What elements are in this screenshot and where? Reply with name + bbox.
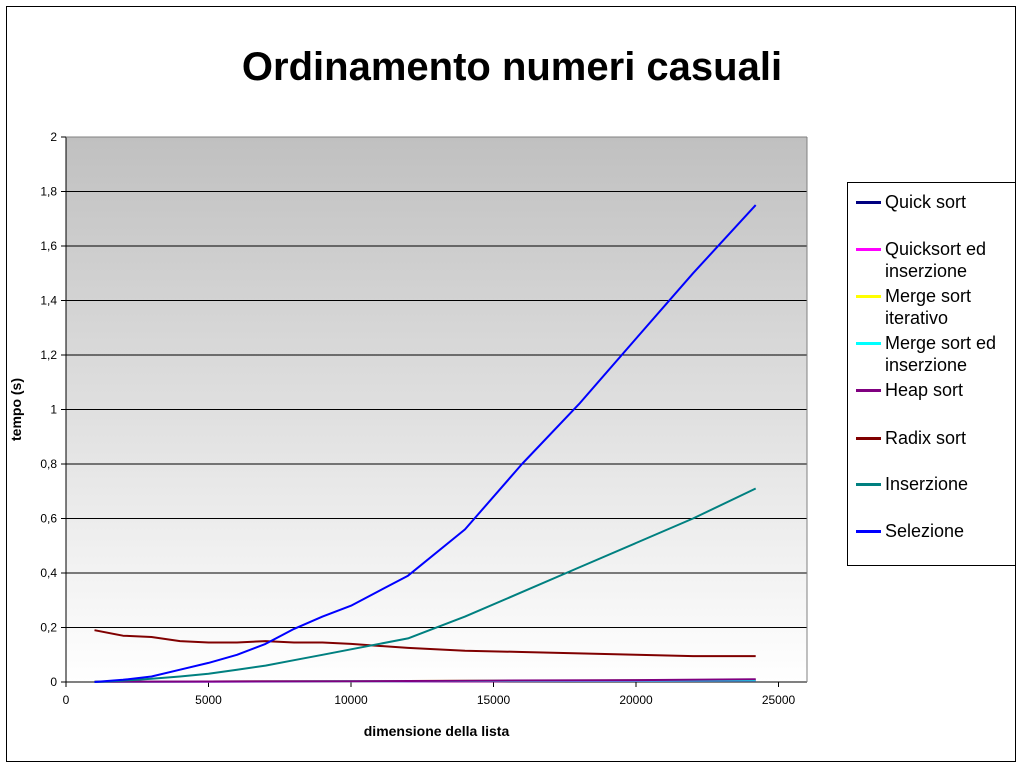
legend: Quick sort Quicksort ed inserzione Merge s…	[847, 182, 1016, 566]
grid-lines	[66, 136, 807, 628]
legend-label: Merge sort ed inserzione	[885, 333, 997, 375]
series-line-heap-sort	[94, 678, 756, 683]
y-tick-label: 0,6	[40, 512, 57, 526]
legend-label: Merge sort iterativo	[885, 286, 972, 328]
legend-label: Inserzione	[885, 474, 969, 494]
legend-swatch	[856, 437, 881, 440]
y-tick-label: 0,4	[40, 566, 57, 580]
y-tick-label: 2	[50, 130, 57, 144]
y-tick-label: 1,8	[40, 185, 57, 199]
series-line-selezione	[94, 204, 757, 683]
legend-swatch	[856, 248, 881, 251]
y-tick-label: 1,4	[40, 294, 57, 308]
y-tick-label: 0,8	[40, 457, 57, 471]
y-tick-label: 0	[50, 675, 57, 689]
series-lines	[94, 204, 757, 683]
legend-swatch	[856, 201, 881, 204]
chart-area: Ordinamento numeri casuali 0 0,2 0,4 0,6 0,8…	[6, 6, 1016, 762]
y-axis-title: tempo (s)	[8, 378, 24, 441]
legend-swatch	[856, 389, 881, 392]
chart-title: Ordinamento numeri casuali	[241, 45, 783, 89]
series-line-inserzione	[94, 487, 757, 683]
legend-label: Quick sort	[885, 192, 967, 212]
legend-swatch	[856, 342, 881, 345]
x-tick-label: 5000	[195, 693, 222, 707]
y-tick-label: 1,6	[40, 239, 57, 253]
x-tick-label: 0	[63, 693, 70, 707]
legend-label: Radix sort	[885, 428, 967, 448]
y-tick-label: 0,2	[40, 621, 57, 635]
legend-swatch	[856, 483, 881, 486]
legend-label: Quicksort ed inserzione	[885, 239, 987, 281]
y-tick-label: 1	[50, 403, 57, 417]
series-line-radix-sort	[94, 629, 756, 658]
x-tick-label: 10000	[334, 693, 368, 707]
legend-swatch	[856, 295, 881, 298]
x-tick-label: 20000	[619, 693, 653, 707]
x-axis-title: dimensione della lista	[364, 723, 510, 739]
tick-labels: 0 0,2 0,4 0,6 0,8 1 1,2 1,4 1,6 1,8 2 0 5000 10000 150…	[40, 130, 795, 707]
plot-svg: 0 0,2 0,4 0,6 0,8 1 1,2 1,4 1,6 1,8 2 0 5000 10000 150…	[8, 130, 808, 739]
legend-label: Selezione	[885, 521, 965, 541]
x-tick-label: 25000	[762, 693, 796, 707]
y-tick-label: 1,2	[40, 348, 57, 362]
x-tick-label: 15000	[477, 693, 511, 707]
legend-label: Heap sort	[885, 380, 964, 400]
legend-swatch	[856, 530, 881, 533]
